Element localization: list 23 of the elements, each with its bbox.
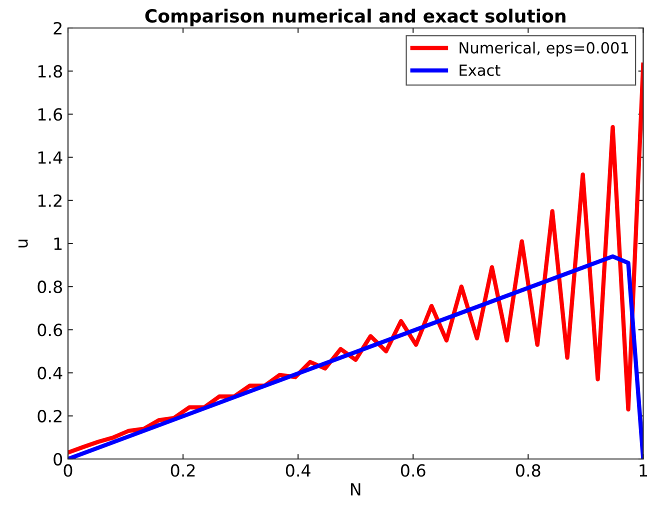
y-tick-label: 0 [54, 452, 62, 466]
y-tick-label: 1 [54, 238, 62, 250]
y-tick-label: 1.4 [38, 151, 62, 164]
x-tick-label: 0 [64, 464, 72, 477]
x-tick-label: 1 [640, 464, 647, 477]
y-tick-label: 0.6 [38, 324, 62, 336]
x-tick-label: 0.8 [516, 464, 540, 477]
y-tick-label: 0.8 [38, 280, 62, 294]
y-tick-label: 0.4 [38, 366, 62, 380]
x-tick-label: 0.4 [286, 464, 310, 477]
legend-label: Numerical, eps=0.001 [460, 42, 628, 57]
x-tick-label: 0.6 [400, 464, 426, 477]
x-axis-title: N [351, 483, 360, 496]
y-tick-label: 1.6 [38, 108, 62, 121]
x-tick-label: 0.2 [170, 464, 195, 477]
line-series [68, 62, 644, 455]
legend-label: Exact [460, 64, 500, 76]
y-axis-title: u [18, 240, 28, 248]
chart-title: Comparison numerical and exact solution [145, 8, 566, 26]
y-tick-label: 2 [54, 22, 62, 34]
y-tick-label: 0.2 [38, 410, 62, 422]
y-tick-label: 1.8 [38, 65, 62, 78]
y-tick-label: 1.2 [38, 194, 62, 207]
